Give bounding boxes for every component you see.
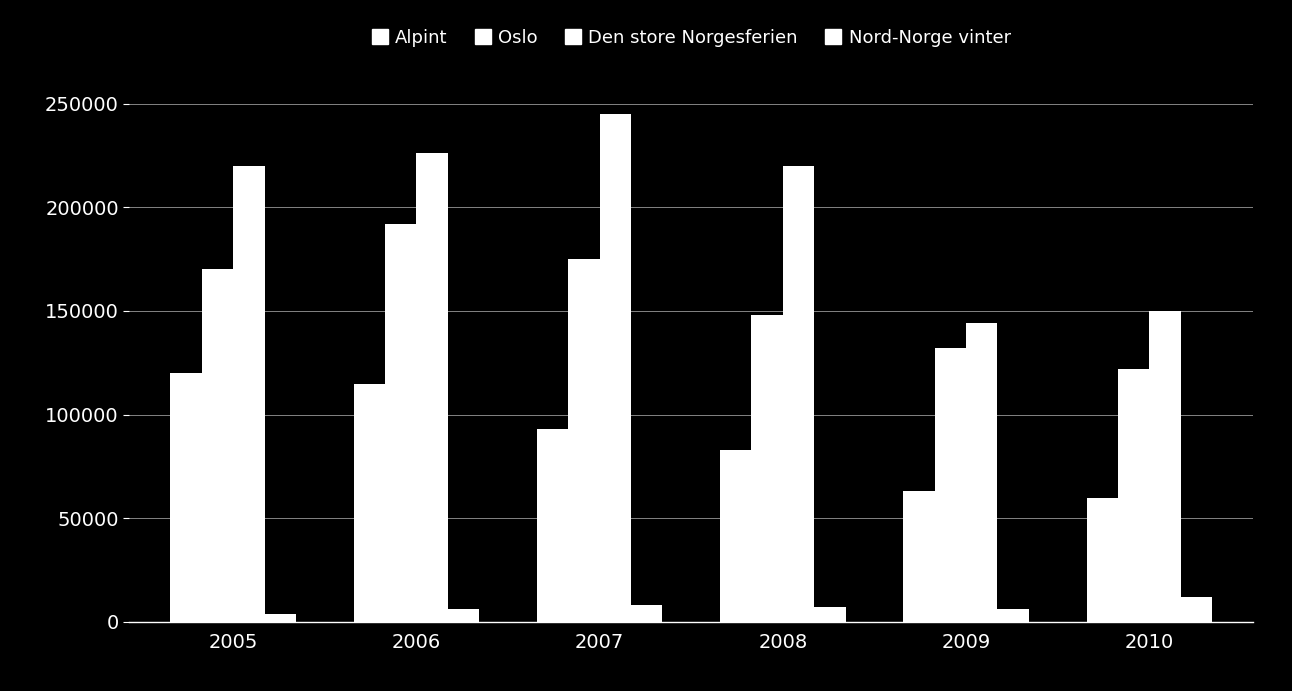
Bar [599,114,630,622]
Legend: Alpint, Oslo, Den store Norgesferien, Nord-Norge vinter: Alpint, Oslo, Den store Norgesferien, No… [364,22,1018,55]
Bar [1087,498,1118,622]
Bar [265,614,296,622]
Bar [997,609,1028,622]
Bar [1150,311,1181,622]
Bar [752,315,783,622]
Bar [568,259,599,622]
Bar [720,450,752,622]
Bar [934,348,966,622]
Bar [537,429,568,622]
Bar [814,607,845,622]
Bar [1181,597,1212,622]
Bar [171,373,202,622]
Bar [966,323,997,622]
Bar [202,269,233,622]
Bar [630,605,663,622]
Bar [903,491,934,622]
Bar [448,609,479,622]
Bar [354,384,385,622]
Bar [385,224,416,622]
Bar [233,166,265,622]
Bar [783,166,814,622]
Bar [416,153,448,622]
Bar [1118,369,1150,622]
